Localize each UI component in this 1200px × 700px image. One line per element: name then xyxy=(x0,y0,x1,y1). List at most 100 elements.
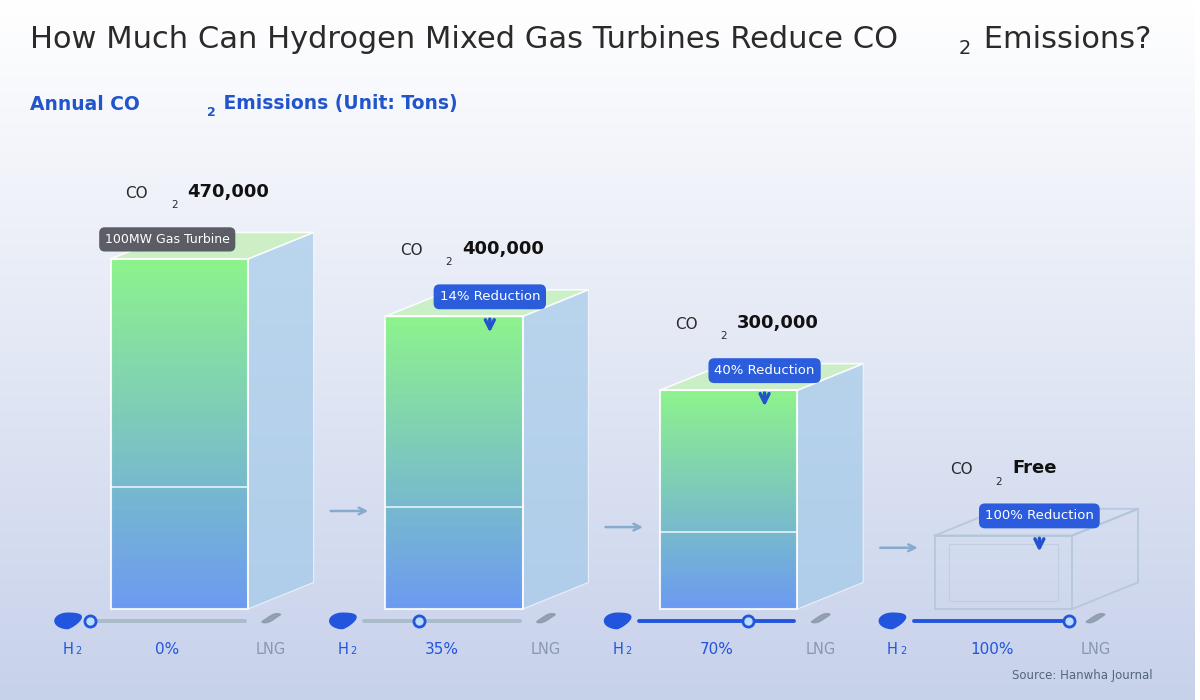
Text: H: H xyxy=(62,642,73,657)
Polygon shape xyxy=(660,401,798,405)
Polygon shape xyxy=(385,399,523,404)
Text: 2: 2 xyxy=(995,477,1002,486)
Polygon shape xyxy=(660,554,798,558)
Polygon shape xyxy=(110,387,248,393)
Text: How Much Can Hydrogen Mixed Gas Turbines Reduce CO: How Much Can Hydrogen Mixed Gas Turbines… xyxy=(30,25,898,53)
Polygon shape xyxy=(110,300,248,306)
Polygon shape xyxy=(110,416,248,422)
Polygon shape xyxy=(660,459,798,463)
Polygon shape xyxy=(660,427,798,430)
Polygon shape xyxy=(660,394,798,398)
Polygon shape xyxy=(660,489,798,492)
Polygon shape xyxy=(110,382,248,387)
Polygon shape xyxy=(660,584,798,587)
Polygon shape xyxy=(110,294,248,300)
Polygon shape xyxy=(660,522,798,525)
Polygon shape xyxy=(110,469,248,475)
Text: LNG: LNG xyxy=(256,642,287,657)
Text: LNG: LNG xyxy=(1080,642,1111,657)
Polygon shape xyxy=(385,433,523,438)
Polygon shape xyxy=(385,487,523,492)
Polygon shape xyxy=(385,463,523,468)
Polygon shape xyxy=(110,376,248,382)
Polygon shape xyxy=(660,412,798,416)
Polygon shape xyxy=(110,475,248,481)
Polygon shape xyxy=(660,569,798,573)
Polygon shape xyxy=(385,438,523,443)
Text: 2: 2 xyxy=(350,646,356,656)
Polygon shape xyxy=(110,463,248,469)
Polygon shape xyxy=(110,282,248,288)
Polygon shape xyxy=(110,556,248,562)
Polygon shape xyxy=(385,409,523,414)
Polygon shape xyxy=(385,316,523,321)
Polygon shape xyxy=(660,503,798,507)
Text: 2: 2 xyxy=(720,331,727,342)
Text: 2: 2 xyxy=(900,646,906,656)
Text: CO: CO xyxy=(949,463,972,477)
Polygon shape xyxy=(110,457,248,463)
Text: H: H xyxy=(337,642,348,657)
Polygon shape xyxy=(660,430,798,434)
Polygon shape xyxy=(110,312,248,317)
Polygon shape xyxy=(385,331,523,336)
Polygon shape xyxy=(110,370,248,376)
Text: CO: CO xyxy=(674,317,697,332)
Text: 100MW Gas Turbine: 100MW Gas Turbine xyxy=(104,233,229,246)
Polygon shape xyxy=(605,613,631,629)
Polygon shape xyxy=(660,482,798,485)
Polygon shape xyxy=(110,580,248,586)
Polygon shape xyxy=(385,536,523,540)
Polygon shape xyxy=(385,380,523,385)
Polygon shape xyxy=(385,580,523,584)
Polygon shape xyxy=(660,496,798,500)
Text: Source: Hanwha Journal: Source: Hanwha Journal xyxy=(1013,669,1153,682)
Polygon shape xyxy=(385,341,523,346)
Polygon shape xyxy=(660,409,798,412)
Polygon shape xyxy=(385,458,523,463)
Text: 470,000: 470,000 xyxy=(187,183,270,201)
Polygon shape xyxy=(385,522,523,526)
Polygon shape xyxy=(110,341,248,346)
Polygon shape xyxy=(110,411,248,416)
Polygon shape xyxy=(660,416,798,419)
Polygon shape xyxy=(660,452,798,456)
Text: Emissions?: Emissions? xyxy=(973,25,1151,53)
Polygon shape xyxy=(660,528,798,533)
Polygon shape xyxy=(110,259,248,265)
Polygon shape xyxy=(385,589,523,594)
Polygon shape xyxy=(110,399,248,405)
Polygon shape xyxy=(110,446,248,452)
Polygon shape xyxy=(385,594,523,599)
Polygon shape xyxy=(660,543,798,547)
Polygon shape xyxy=(110,603,248,609)
Polygon shape xyxy=(385,575,523,580)
Text: 2: 2 xyxy=(958,38,971,57)
Polygon shape xyxy=(110,539,248,545)
Polygon shape xyxy=(385,492,523,497)
Polygon shape xyxy=(385,604,523,609)
Polygon shape xyxy=(110,486,248,492)
Polygon shape xyxy=(385,356,523,360)
Polygon shape xyxy=(660,551,798,554)
Polygon shape xyxy=(110,516,248,522)
Polygon shape xyxy=(385,404,523,409)
Polygon shape xyxy=(660,449,798,452)
Polygon shape xyxy=(110,323,248,329)
Polygon shape xyxy=(660,492,798,496)
Polygon shape xyxy=(110,352,248,358)
Text: CO: CO xyxy=(126,186,148,201)
Polygon shape xyxy=(660,573,798,576)
Polygon shape xyxy=(660,558,798,561)
Polygon shape xyxy=(110,358,248,364)
Text: 40% Reduction: 40% Reduction xyxy=(714,364,815,377)
Polygon shape xyxy=(660,540,798,543)
Polygon shape xyxy=(385,555,523,560)
Polygon shape xyxy=(660,423,798,427)
Polygon shape xyxy=(262,614,281,623)
Polygon shape xyxy=(660,561,798,566)
Polygon shape xyxy=(385,370,523,375)
Polygon shape xyxy=(110,481,248,486)
Polygon shape xyxy=(385,502,523,507)
Polygon shape xyxy=(110,452,248,457)
